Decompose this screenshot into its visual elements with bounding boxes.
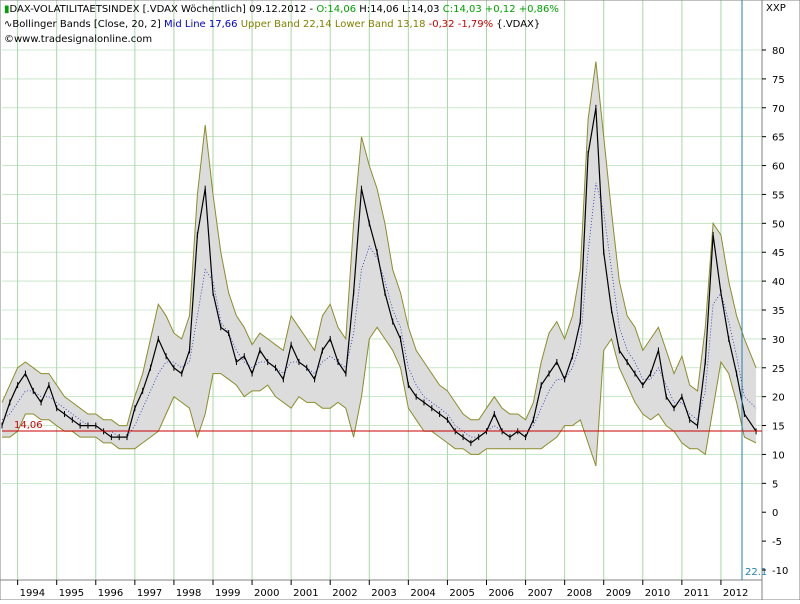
bb-symbol: {.VDAX} — [496, 19, 541, 30]
last-value-label: 22.1 — [745, 567, 767, 578]
ohlc-change: +0,12 — [484, 4, 516, 15]
x-tick-label: 2001 — [293, 588, 318, 599]
bb-mid-line: Mid Line 17,66 — [163, 19, 238, 30]
x-tick-label: 2004 — [410, 588, 435, 599]
y-tick-label: 75 — [772, 75, 785, 86]
y-tick-label: 10 — [772, 450, 785, 461]
x-tick-label: 2003 — [371, 588, 396, 599]
ohlc-change-pct: +0,86% — [518, 4, 559, 15]
y-axis: -10 -5 0 5 10 15 20 25 30 35 40 45 50 55 60 65 70 75 80 — [762, 46, 788, 577]
x-tick-label: 2005 — [449, 588, 474, 599]
bb-change-pct: -1,79% — [457, 19, 494, 30]
ohlc-open: O:14,06 — [316, 4, 357, 15]
y-tick-label: -5 — [772, 537, 782, 548]
x-tick-label: 2009 — [606, 588, 631, 599]
copyright-line: ©www.tradesignalonline.com — [4, 33, 152, 47]
upper-band-line — [1, 61, 757, 427]
x-tick-label: 2008 — [567, 588, 592, 599]
price-chart-icon: ▮ — [4, 4, 10, 15]
y-tick-label: 0 — [772, 508, 778, 519]
x-tick-label: 1997 — [137, 588, 162, 599]
y-tick-label: 70 — [772, 104, 785, 115]
x-tick-label: 2006 — [488, 588, 513, 599]
chart-title: DAX-VOLATILITAETSINDEX [.VDAX Wöchentlic… — [9, 4, 314, 15]
bb-lower-band: Lower Band 13,18 — [334, 19, 426, 30]
grid-lines — [2, 0, 762, 580]
x-axis: 1994 1995 1996 1997 1998 1999 2000 2001 2002 2003… — [17, 580, 748, 599]
x-tick-label: 2011 — [684, 588, 709, 599]
x-tick-label: 1996 — [98, 588, 123, 599]
x-tick-label: 2007 — [528, 588, 553, 599]
y-tick-label: 65 — [772, 133, 785, 144]
y-tick-label: 55 — [772, 190, 785, 201]
y-tick-label: 30 — [772, 335, 785, 346]
x-tick-label: 1999 — [215, 588, 240, 599]
y-tick-label: 25 — [772, 364, 785, 375]
ohlc-close: C:14,03 — [442, 4, 482, 15]
indicator-legend-line: ∿Bollinger Bands [Close, 20, 2] Mid Line… — [4, 18, 540, 32]
y-tick-label: 5 — [772, 479, 778, 490]
y-tick-label: 50 — [772, 219, 785, 230]
copyright-text[interactable]: www.tradesignalonline.com — [14, 34, 153, 45]
y-tick-label: 80 — [772, 46, 785, 57]
x-tick-label: 1995 — [59, 588, 84, 599]
y-tick-label: 40 — [772, 277, 785, 288]
price-series: 14,06 22.1 — [1, 0, 767, 580]
y-tick-label: 15 — [772, 422, 785, 433]
indicator-wave-icon: ∿ — [4, 19, 13, 30]
reference-line-label: 14,06 — [14, 420, 43, 431]
title-legend-line: ▮DAX-VOLATILITAETSINDEX [.VDAX Wöchentli… — [4, 3, 559, 17]
x-tick-label: 2000 — [254, 588, 279, 599]
mid-line — [1, 182, 757, 438]
x-tick-label: 2012 — [723, 588, 748, 599]
bb-change: -0,32 — [428, 19, 455, 30]
lower-band-line — [2, 326, 757, 467]
ohlc-low: L:14,03 — [401, 4, 440, 15]
bb-upper-band: Upper Band 22,14 — [240, 19, 332, 30]
copyright-icon: © — [4, 34, 14, 45]
y-tick-label: 20 — [772, 393, 785, 404]
x-tick-label: 1998 — [176, 588, 201, 599]
y-tick-label: 35 — [772, 306, 785, 317]
x-tick-label: 2010 — [645, 588, 670, 599]
x-tick-label: 1994 — [20, 588, 45, 599]
y-tick-label: -10 — [772, 566, 788, 577]
y-tick-label: 45 — [772, 248, 785, 259]
ohlc-high: H:14,06 — [359, 4, 399, 15]
y-tick-label: 60 — [772, 162, 785, 173]
x-tick-label: 2002 — [332, 588, 357, 599]
axis-unit-label: XXP — [766, 3, 786, 14]
bb-label: Bollinger Bands [Close, 20, 2] — [12, 19, 161, 30]
